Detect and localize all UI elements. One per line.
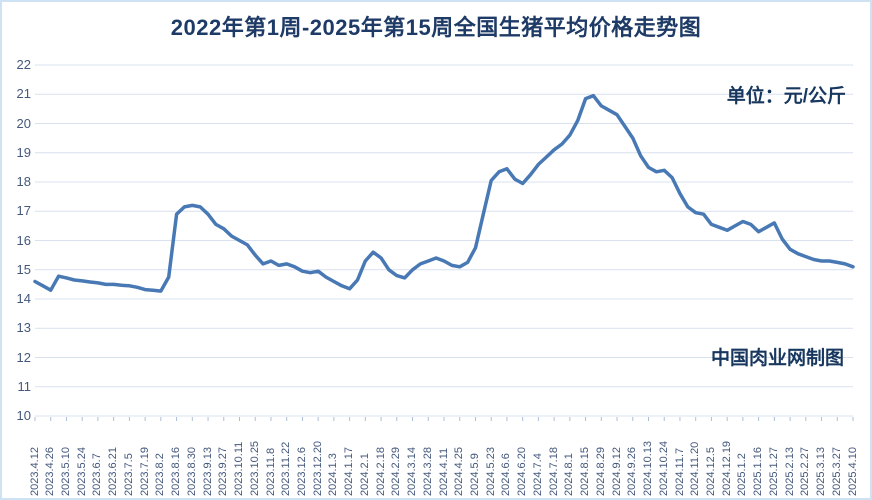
y-axis-tick-label: 13 (16, 320, 31, 336)
x-axis-date-label: 2025.1.2 (736, 453, 749, 496)
x-axis-date-label: 2023.6.7 (91, 453, 104, 496)
x-axis-date-label: 2025.2.27 (799, 447, 812, 496)
y-axis-tick-label: 15 (16, 261, 31, 277)
unit-label: 单位：元/公斤 (726, 86, 846, 107)
price-line (33, 93, 855, 293)
x-axis-date-label: 2023.5.10 (60, 447, 72, 496)
x-axis-date-label: 2025.2.13 (783, 447, 796, 496)
x-axis-date-label: 2024.12.19 (720, 440, 733, 496)
x-axis-date-label: 2024.12.5 (704, 447, 717, 496)
x-axis-date-label: 2023.6.21 (107, 447, 120, 496)
watermark-credit: 中国肉业网制图 (710, 348, 844, 369)
x-axis-date-label: 2024.1.17 (343, 447, 356, 496)
y-axis-tick-label: 11 (17, 378, 32, 394)
x-axis-date-label: 2024.8.1 (563, 453, 576, 496)
x-axis-date-label: 2024.5.9 (469, 453, 481, 496)
x-axis-date-label: 2025.3.13 (815, 447, 827, 496)
x-axis-date-label: 2025.4.10 (846, 447, 859, 496)
x-axis-date-label: 2024.11.7 (673, 447, 686, 496)
x-axis-date-label: 2023.12.6 (295, 447, 308, 496)
x-axis-date-label: 2024.9.26 (626, 447, 639, 496)
x-axis-date-label: 2023.7.5 (122, 453, 135, 496)
x-axis-date-label: 2024.10.13 (642, 440, 654, 496)
x-axis-date-label: 2023.11.8 (264, 447, 277, 496)
x-axis-date-label: 2023.11.22 (280, 441, 293, 496)
x-axis-date-label: 2023.8.30 (185, 447, 198, 496)
x-axis-date-label: 2023.4.12 (28, 447, 41, 496)
x-axis-date-label: 2024.9.12 (610, 447, 623, 496)
x-axis-date-label: 2025.1.16 (752, 447, 765, 496)
chart-title: 2022年第1周-2025年第15周全国生猪平均价格走势图 (170, 15, 702, 40)
x-axis-date-label: 2024.6.6 (500, 453, 513, 496)
x-axis-date-label: 2024.4.11 (437, 447, 450, 496)
y-axis-tick-label: 20 (16, 115, 31, 131)
x-axis-date-label: 2023.10.25 (248, 440, 261, 496)
x-axis-date-label: 2025.3.27 (830, 447, 843, 496)
x-axis-date-label: 2024.2.1 (358, 453, 371, 496)
y-axis-tick-label: 19 (16, 144, 31, 160)
y-axis-tick-label: 22 (16, 57, 31, 72)
x-axis-date-label: 2024.2.18 (374, 447, 387, 496)
x-axis-date-label: 2024.5.23 (484, 447, 497, 496)
x-axis-date-label: 2024.8.15 (579, 447, 592, 496)
x-axis-date-label: 2025.1.27 (767, 447, 780, 496)
x-axis-date-label: 2024.4.25 (453, 447, 466, 496)
x-axis-date-label: 2024.3.14 (406, 447, 418, 496)
y-axis-tick-label: 12 (16, 349, 31, 365)
x-axis-date-label: 2023.7.19 (138, 447, 151, 496)
x-axis-date-label: 2024.7.4 (531, 453, 544, 496)
x-axis-date-label: 2024.8.29 (594, 447, 607, 496)
y-axis-tick-label: 21 (16, 86, 31, 102)
x-axis-date-label: 2023.5.24 (75, 447, 88, 496)
x-axis-date-label: 2024.2.29 (390, 447, 403, 496)
x-axis-date-label: 2023.8.16 (170, 447, 183, 496)
x-axis-date-label: 2023.9.13 (201, 447, 214, 496)
y-axis-tick-label: 18 (16, 174, 31, 189)
x-axis-date-label: 2024.1.3 (327, 453, 340, 496)
x-axis-date-label: 2024.7.18 (547, 447, 560, 496)
x-axis-date-label: 2024.6.20 (516, 447, 529, 496)
y-axis-tick-label: 14 (16, 291, 31, 306)
x-axis-date-label: 2023.10.11 (233, 441, 245, 496)
x-axis-date-label: 2023.9.27 (217, 447, 230, 496)
y-axis-tick-label: 16 (16, 232, 31, 248)
y-axis-tick-label: 10 (16, 408, 31, 423)
x-axis-date-label: 2024.3.28 (421, 447, 434, 496)
x-axis-date-label: 2023.4.26 (44, 447, 57, 496)
x-axis-date-label: 2024.11.20 (689, 441, 702, 496)
x-axis-date-label: 2023.8.2 (154, 453, 167, 496)
x-axis-date-label: 2023.12.20 (311, 440, 324, 496)
y-axis-tick-label: 17 (16, 203, 31, 219)
x-axis-date-label: 2024.10.24 (657, 440, 670, 496)
